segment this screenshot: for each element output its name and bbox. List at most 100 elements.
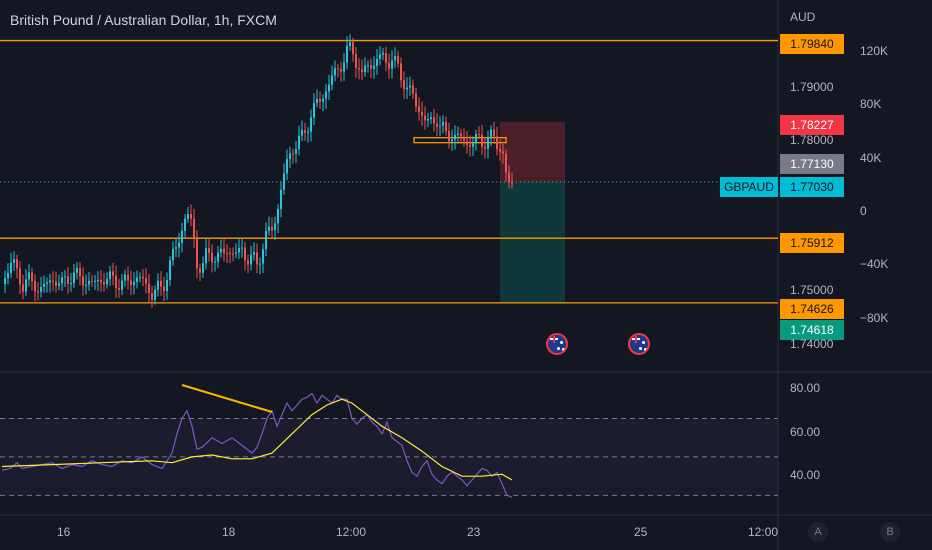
candle-body	[196, 238, 198, 269]
candle-body	[70, 283, 72, 285]
candle-body	[223, 248, 225, 254]
candle-body	[361, 69, 363, 73]
candle-body	[418, 106, 420, 112]
candle-body	[169, 260, 171, 281]
candle-body	[49, 280, 51, 283]
price-label-last: 1.77130	[780, 154, 844, 174]
candle-body	[412, 85, 414, 94]
candle-body	[205, 248, 207, 264]
candle-body	[124, 274, 126, 281]
candle-body	[103, 282, 105, 285]
candle-body	[280, 189, 282, 210]
candle-body	[226, 253, 228, 255]
candle-body	[346, 45, 348, 63]
candle-body	[52, 280, 54, 282]
candle-body	[298, 135, 300, 150]
australia-flag-icon[interactable]	[546, 333, 568, 355]
corner-button-b[interactable]: B	[880, 522, 900, 542]
volume-tick-2: 80K	[860, 97, 882, 111]
candle-body	[331, 75, 333, 85]
volume-tick-1: 120K	[860, 44, 889, 58]
candle-body	[394, 56, 396, 61]
candle-body	[247, 260, 249, 265]
volume-tick-4: 0	[860, 204, 867, 218]
price-tick-4: 1.74000	[790, 337, 834, 351]
candle-body	[328, 84, 330, 92]
candle-body	[73, 272, 75, 284]
candle-body	[154, 289, 156, 300]
candle-body	[463, 136, 465, 141]
candle-body	[340, 68, 342, 72]
candle-body	[151, 293, 153, 300]
candle-body	[25, 279, 27, 292]
candle-body	[313, 102, 315, 118]
candle-body	[253, 252, 255, 255]
candle-body	[190, 213, 192, 219]
candle-body	[421, 111, 423, 116]
candle-body	[436, 123, 438, 127]
candle-body	[100, 279, 102, 283]
candle-body	[508, 172, 510, 183]
candle-body	[202, 263, 204, 273]
candle-body	[490, 129, 492, 139]
candle-body	[19, 268, 21, 285]
candle-body	[97, 279, 99, 281]
price-label-stop: 1.78227	[780, 115, 844, 135]
candle-body	[415, 93, 417, 107]
candle-body	[133, 281, 135, 286]
candle-body	[496, 136, 498, 150]
candle-body	[16, 259, 18, 269]
candle-body	[4, 278, 6, 285]
time-tick-6: 12:00	[748, 525, 779, 539]
candle-body	[460, 133, 462, 137]
candle-body	[307, 131, 309, 133]
candle-body	[478, 134, 480, 136]
candle-body	[274, 223, 276, 231]
price-label-top-line: 1.79840	[780, 34, 844, 54]
candle-body	[145, 278, 147, 284]
candle-body	[10, 262, 12, 273]
price-label-mid-line: 1.75912	[780, 233, 844, 253]
candle-body	[430, 117, 432, 119]
candle-body	[355, 53, 357, 68]
candle-body	[175, 247, 177, 249]
candle-body	[163, 286, 165, 291]
candle-body	[370, 65, 372, 69]
candle-body	[493, 129, 495, 137]
candle-body	[157, 280, 159, 290]
candle-body	[13, 259, 15, 263]
price-tick-3: 1.75000	[790, 283, 834, 297]
rsi-tick-40: 40.00	[790, 468, 821, 482]
candle-body	[229, 253, 231, 255]
price-label-low-line: 1.74626	[780, 299, 844, 319]
candle-body	[40, 286, 42, 292]
price-tick-2: 1.78000	[790, 133, 834, 147]
candle-body	[178, 242, 180, 248]
candle-body	[481, 134, 483, 147]
candle-body	[76, 268, 78, 273]
candle-body	[292, 153, 294, 155]
candle-body	[109, 271, 111, 279]
corner-button-a[interactable]: A	[808, 522, 828, 542]
candle-body	[469, 144, 471, 147]
consolidation-box	[413, 137, 507, 144]
candle-body	[289, 153, 291, 159]
candle-body	[283, 173, 285, 190]
candle-body	[115, 275, 117, 288]
candle-body	[28, 272, 30, 280]
candle-body	[232, 253, 234, 255]
candle-body	[241, 247, 243, 249]
candle-body	[382, 53, 384, 55]
currency-label: AUD	[790, 10, 816, 24]
candle-body	[142, 277, 144, 279]
candle-body	[457, 133, 459, 135]
candle-body	[160, 280, 162, 287]
candle-body	[46, 282, 48, 284]
candle-body	[352, 42, 354, 54]
candle-body	[448, 131, 450, 142]
candle-body	[403, 80, 405, 90]
candle-body	[217, 252, 219, 262]
candle-body	[322, 98, 324, 102]
australia-flag-icon[interactable]	[628, 333, 650, 355]
